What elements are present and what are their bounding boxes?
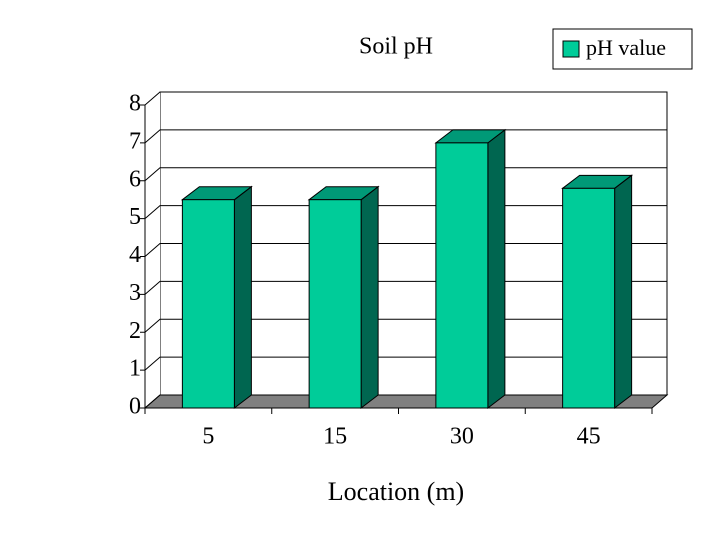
- x-tick-label: 45: [577, 424, 601, 450]
- chart-title: Soil pH: [359, 34, 433, 60]
- y-tick-label: 8: [129, 91, 141, 117]
- y-tick-label: 6: [129, 166, 141, 192]
- bar: [308, 199, 362, 409]
- x-tick-label: 30: [450, 424, 474, 450]
- bar: [181, 199, 235, 409]
- legend-swatch: [562, 40, 580, 58]
- grid-line: [144, 91, 667, 106]
- bar-side: [233, 185, 252, 410]
- y-tick-label: 3: [129, 280, 141, 306]
- x-tick-label: 15: [323, 424, 347, 450]
- y-tick-label: 7: [129, 128, 141, 154]
- y-tick-label: 4: [129, 242, 141, 268]
- bar-side: [487, 128, 506, 410]
- x-axis-label: Location (m): [328, 477, 464, 506]
- y-tick-label: 5: [129, 204, 141, 230]
- x-tick-label: 5: [202, 424, 214, 450]
- y-tick-label: 1: [129, 356, 141, 382]
- bar-side: [614, 174, 633, 410]
- legend-label: pH value: [586, 35, 666, 60]
- y-tick-label: 2: [129, 318, 141, 344]
- y-tick-label: 0: [129, 394, 141, 420]
- bar: [562, 187, 616, 409]
- bar: [435, 142, 489, 409]
- bar-side: [360, 185, 379, 410]
